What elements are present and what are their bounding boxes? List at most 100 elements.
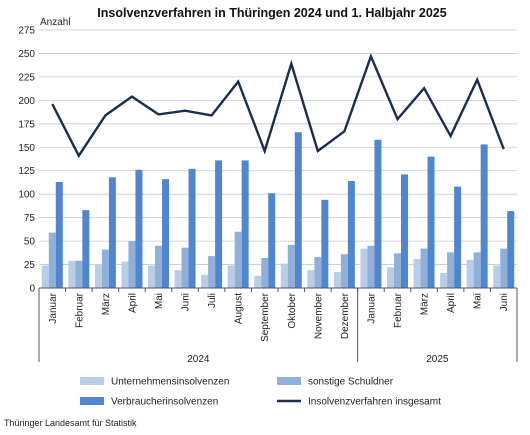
bar [155,245,162,288]
x-tick-label: September [260,292,271,342]
bar [493,265,501,288]
bar [68,260,76,288]
bar [75,260,83,288]
bar-series [41,132,515,288]
bar [227,265,235,288]
y-tick-label: 0 [29,284,35,295]
bar [254,275,262,288]
line-series [51,52,505,159]
bar [500,248,508,288]
bar [108,177,116,288]
bar [128,241,136,288]
x-tick-label: November [313,292,324,339]
x-tick-label: Februar [74,292,85,328]
bar [215,160,223,288]
y-tick-label: 150 [18,143,35,154]
y-tick-label: 275 [18,26,35,37]
x-tick-label: März [101,293,112,315]
bar [162,179,169,288]
bar [174,270,182,288]
bar [333,272,341,288]
bar [55,181,63,288]
y-tick-label: 100 [18,190,35,201]
x-tick-label: Juli [207,293,218,308]
bar [507,211,515,288]
y-tick-label: 200 [18,96,35,107]
bar [234,231,242,288]
gridlines [39,29,517,265]
year-label: 2024 [187,354,210,365]
bar [287,244,295,288]
bar [454,186,462,288]
bar [261,257,269,288]
y-tick-label: 25 [24,260,36,271]
y-tick-label: 50 [24,237,36,248]
bar [314,257,322,288]
x-axis: Januar Februar März April Mai Juni Juli August S… [38,287,518,365]
legend-label: Insolvenzverfahren insgesamt [308,397,441,408]
bar [466,259,474,288]
bar [427,156,435,288]
y-tick-label: 125 [18,166,35,177]
bar [473,252,481,288]
bar [413,258,421,288]
bar [94,264,102,288]
bar [480,144,488,288]
bar [374,139,382,288]
legend-label: sonstige Schuldner [308,377,394,388]
bar [347,181,355,288]
x-tick-label: Januar [48,292,59,323]
bar [420,248,428,288]
x-tick-label: Februar [393,292,404,328]
bar [241,160,249,288]
legend-label: Verbraucherinsolvenzen [111,397,218,408]
bar [121,261,129,288]
bar [367,245,375,288]
bar [447,252,455,288]
y-axis-label: Anzahl [40,17,71,28]
bar [208,256,216,288]
x-tick-label: April [127,293,138,313]
bar [321,199,329,288]
chart-title: Insolvenzverfahren in Thüringen 2024 und… [97,6,446,20]
bar [101,249,109,288]
bar [307,270,315,288]
bar [387,267,394,288]
y-tick-label: 175 [18,119,35,130]
bar [188,168,196,288]
bar [394,253,401,288]
bar [48,232,56,288]
x-tick-label: Dezember [340,292,351,339]
y-tick-label: 250 [18,49,35,60]
legend: Unternehmensinsolvenzen sonstige Schuldne… [80,377,441,408]
bar [280,263,288,288]
legend-label: Unternehmensinsolvenzen [111,377,229,388]
x-tick-label: Juni [499,293,510,311]
x-tick-label: Mai [154,293,165,309]
source-note: Thüringer Landesamt für Statistik [4,418,137,428]
legend-swatch [80,377,104,385]
bar [360,248,368,288]
y-tick-label: 75 [24,213,36,224]
y-axis-ticks: 0 25 50 75 100 125 150 175 200 225 250 275 [18,26,35,295]
bar [135,169,143,288]
y-tick-label: 225 [18,72,35,83]
x-tick-label: Mai [473,293,484,309]
legend-swatch [277,377,301,385]
total-line-series [51,52,505,159]
bar [201,274,209,288]
bar [268,193,276,288]
bar [181,247,189,288]
year-label: 2025 [426,354,449,365]
x-tick-label: März [420,293,431,315]
bar [440,272,448,288]
bar [41,265,49,288]
bar [294,132,302,288]
x-tick-label: April [446,293,457,313]
x-tick-label: Januar [366,292,377,323]
bar [82,210,90,288]
bar [148,265,155,288]
x-tick-label: Juni [181,293,192,311]
legend-swatch [80,397,104,405]
